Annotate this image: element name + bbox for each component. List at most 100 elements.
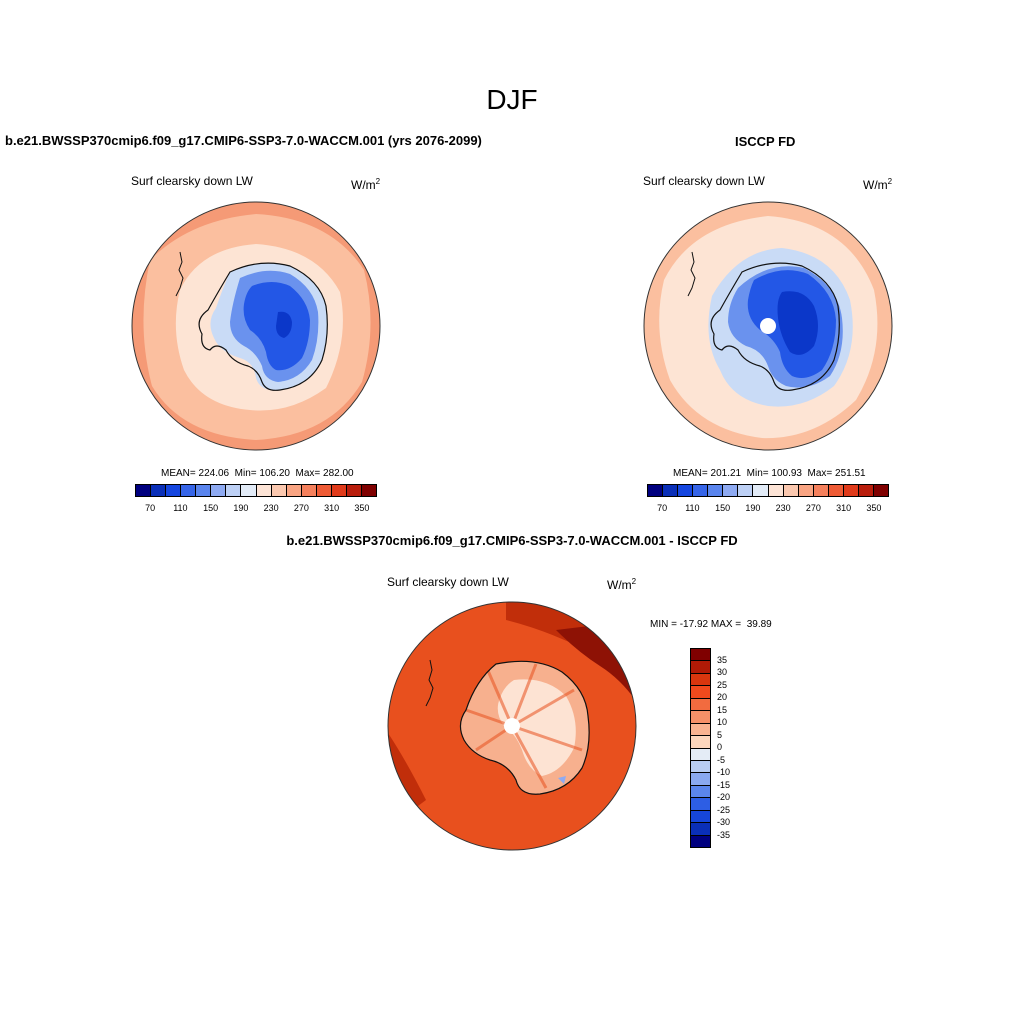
colorbar-tick-label: 110 bbox=[173, 503, 188, 513]
colorbar-swatch-13 bbox=[691, 810, 710, 824]
colorbar-tick-label: -5 bbox=[717, 754, 726, 765]
colorbar-tick-label: 150 bbox=[715, 503, 731, 513]
colorbar-tick-label: 310 bbox=[836, 503, 852, 513]
diff-colorbar-labels: 35 30 25 20 15 10 5 0 -5 -10 -15 -20 -25 -30 -35 bbox=[717, 648, 757, 848]
diff-variable-label: Surf clearsky down LW bbox=[387, 575, 509, 589]
diff-polar-map bbox=[387, 601, 637, 851]
colorbar-swatch-0 bbox=[136, 485, 152, 496]
diff-colorbar bbox=[690, 648, 711, 848]
colorbar-swatch-5 bbox=[691, 711, 710, 724]
colorbar-swatch-9 bbox=[271, 485, 287, 496]
colorbar-tick-label: 35 bbox=[717, 654, 728, 665]
colorbar-swatch-15 bbox=[873, 485, 888, 496]
colorbar-tick-label: 20 bbox=[717, 692, 728, 702]
colorbar-swatch-6 bbox=[691, 723, 710, 737]
colorbar-swatch-5 bbox=[211, 485, 227, 496]
model-panel-title: b.e21.BWSSP370cmip6.f09_g17.CMIP6-SSP3-7… bbox=[5, 133, 482, 148]
colorbar-swatch-1 bbox=[151, 485, 167, 496]
model-polar-map bbox=[131, 201, 381, 451]
colorbar-swatch-8 bbox=[256, 485, 272, 496]
colorbar-swatch-11 bbox=[301, 485, 317, 496]
diff-units-label: W/m2 bbox=[607, 577, 637, 592]
obs-stats: MEAN= 201.21 Min= 100.93 Max= 251.51 bbox=[673, 468, 866, 479]
diff-pole-hole bbox=[504, 718, 520, 734]
colorbar-swatch-1 bbox=[663, 485, 679, 496]
figure-title: DJF bbox=[486, 84, 538, 115]
colorbar-swatch-12 bbox=[691, 798, 710, 811]
colorbar-swatch-1 bbox=[691, 661, 710, 674]
obs-coastline bbox=[710, 262, 840, 391]
colorbar-tick-label: -15 bbox=[717, 779, 731, 790]
colorbar-swatch-2 bbox=[678, 485, 694, 496]
colorbar-swatch-0 bbox=[691, 649, 710, 662]
colorbar-swatch-4 bbox=[691, 698, 710, 712]
colorbar-tick-label: -20 bbox=[717, 792, 731, 802]
colorbar-swatch-0 bbox=[648, 485, 664, 496]
colorbar-tick-label: 10 bbox=[717, 717, 728, 727]
colorbar-swatch-4 bbox=[708, 485, 724, 496]
colorbar-swatch-10 bbox=[691, 773, 710, 786]
colorbar-tick-label: 310 bbox=[324, 503, 340, 513]
model-colorbar bbox=[135, 484, 377, 497]
diff-panel-title: b.e21.BWSSP370cmip6.f09_g17.CMIP6-SSP3-7… bbox=[286, 533, 738, 548]
colorbar-swatch-12 bbox=[316, 485, 332, 496]
colorbar-swatch-15 bbox=[361, 485, 376, 496]
colorbar-tick-label: 190 bbox=[745, 503, 761, 513]
colorbar-tick-label: 150 bbox=[203, 503, 219, 513]
colorbar-swatch-7 bbox=[753, 485, 769, 496]
colorbar-tick-label: 230 bbox=[263, 503, 279, 513]
colorbar-tick-label: 0 bbox=[717, 742, 723, 752]
obs-polar-map bbox=[643, 201, 893, 451]
colorbar-swatch-4 bbox=[196, 485, 212, 496]
colorbar-tick-label: 70 bbox=[145, 503, 156, 513]
model-colorbar-labels: 70 110 150 190 230 270 310 350 bbox=[135, 503, 377, 515]
model-coastline bbox=[198, 262, 328, 391]
colorbar-swatch-14 bbox=[858, 485, 874, 496]
colorbar-tick-label: 110 bbox=[685, 503, 700, 513]
colorbar-swatch-5 bbox=[723, 485, 739, 496]
colorbar-tick-label: 70 bbox=[657, 503, 668, 513]
model-units-label: W/m2 bbox=[351, 177, 381, 192]
colorbar-swatch-8 bbox=[768, 485, 784, 496]
colorbar-swatch-11 bbox=[813, 485, 829, 496]
obs-pole-hole bbox=[760, 318, 776, 334]
colorbar-tick-label: 30 bbox=[717, 667, 728, 677]
obs-variable-label: Surf clearsky down LW bbox=[643, 174, 765, 188]
diff-radial-streaks bbox=[465, 663, 583, 789]
colorbar-tick-label: 270 bbox=[805, 503, 821, 513]
diff-coastline bbox=[459, 660, 590, 795]
colorbar-swatch-11 bbox=[691, 785, 710, 799]
model-south-america-coast bbox=[175, 251, 184, 297]
obs-colorbar-labels: 70 110 150 190 230 270 310 350 bbox=[647, 503, 889, 515]
colorbar-tick-label: 350 bbox=[354, 503, 370, 513]
colorbar-swatch-6 bbox=[738, 485, 754, 496]
diff-minmax: MIN = -17.92 MAX = 39.89 bbox=[650, 619, 772, 630]
colorbar-tick-label: -25 bbox=[717, 804, 731, 815]
colorbar-tick-label: 190 bbox=[233, 503, 249, 513]
diff-south-america-coast bbox=[425, 659, 434, 707]
colorbar-tick-label: 270 bbox=[293, 503, 309, 513]
colorbar-swatch-9 bbox=[783, 485, 799, 496]
obs-panel-title: ISCCP FD bbox=[735, 134, 796, 149]
colorbar-tick-label: 5 bbox=[717, 729, 723, 740]
obs-south-america-coast bbox=[687, 251, 696, 297]
colorbar-swatch-13 bbox=[843, 485, 859, 496]
colorbar-tick-label: 350 bbox=[866, 503, 882, 513]
colorbar-tick-label: -30 bbox=[717, 817, 731, 827]
colorbar-swatch-15 bbox=[691, 835, 710, 847]
colorbar-swatch-12 bbox=[828, 485, 844, 496]
colorbar-swatch-10 bbox=[798, 485, 814, 496]
colorbar-swatch-14 bbox=[346, 485, 362, 496]
diff-negative-patch bbox=[558, 776, 566, 784]
model-stats: MEAN= 224.06 Min= 106.20 Max= 282.00 bbox=[161, 468, 354, 479]
colorbar-tick-label: 25 bbox=[717, 679, 728, 690]
colorbar-swatch-3 bbox=[693, 485, 709, 496]
colorbar-swatch-3 bbox=[691, 686, 710, 699]
colorbar-swatch-7 bbox=[241, 485, 257, 496]
model-variable-label: Surf clearsky down LW bbox=[131, 174, 253, 188]
colorbar-tick-label: -35 bbox=[717, 829, 731, 840]
colorbar-swatch-2 bbox=[166, 485, 182, 496]
colorbar-swatch-6 bbox=[226, 485, 242, 496]
colorbar-swatch-10 bbox=[286, 485, 302, 496]
colorbar-tick-label: 15 bbox=[717, 704, 728, 715]
